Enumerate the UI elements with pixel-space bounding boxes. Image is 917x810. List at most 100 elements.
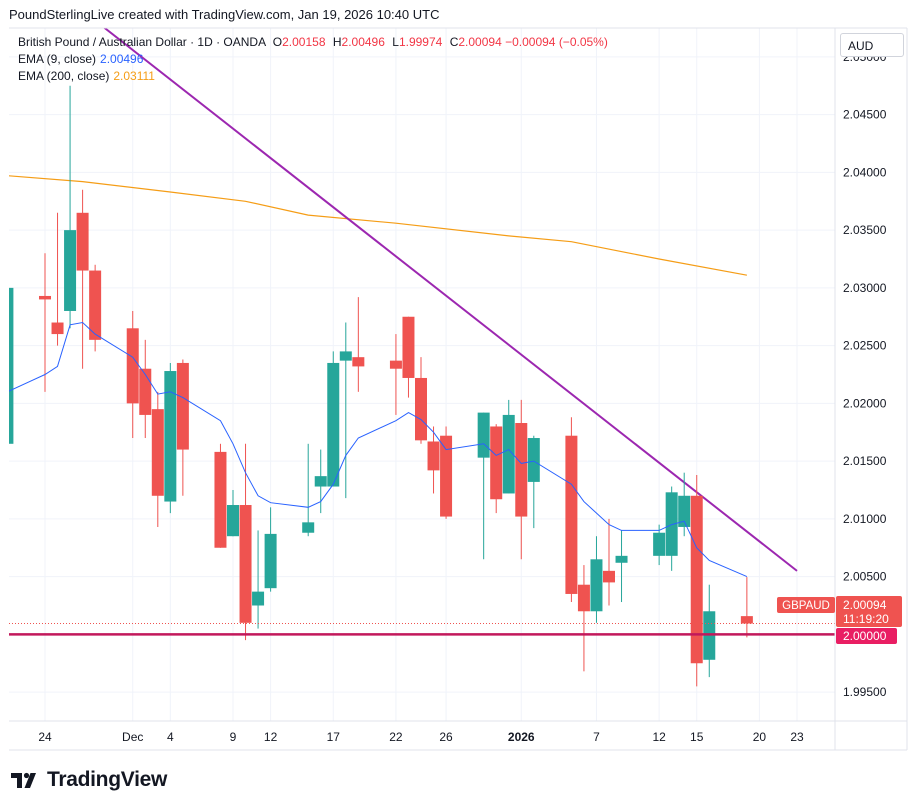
- x-tick-label: Dec: [122, 730, 143, 744]
- ema200-label: EMA (200, close): [18, 69, 110, 83]
- candle-down: [402, 316, 415, 398]
- candle-body: [339, 351, 352, 361]
- x-tick-label: 23: [790, 730, 804, 744]
- candle-up: [64, 85, 77, 329]
- candle-up: [264, 507, 277, 592]
- countdown-label: 11:19:20: [843, 612, 889, 626]
- candle-body: [227, 505, 239, 537]
- candle-down: [515, 399, 528, 560]
- candle-down: [239, 443, 252, 641]
- candle-body: [89, 270, 102, 340]
- symbol-tag: [777, 597, 835, 613]
- y-tick-label: 2.04500: [843, 108, 887, 122]
- trendline-path: [103, 28, 798, 572]
- ema9-label: EMA (9, close): [18, 52, 97, 66]
- candle-down: [151, 391, 164, 527]
- low-label: L: [392, 35, 399, 49]
- candle-down: [415, 357, 427, 444]
- open-value: 2.00158: [282, 35, 326, 49]
- legend: British Pound / Australian Dollar · 1D ·…: [18, 34, 608, 85]
- candle-body: [9, 287, 14, 444]
- legend-ema9-row[interactable]: EMA (9, close) 2.00496: [18, 51, 608, 68]
- ema200-value: 2.03111: [113, 69, 155, 83]
- candle-body: [515, 423, 528, 517]
- x-tick-label: 17: [327, 730, 341, 744]
- candle-down: [39, 253, 51, 392]
- candle-body: [164, 371, 177, 502]
- candle-down: [565, 417, 578, 603]
- ema9-path: [9, 321, 748, 578]
- candle-up: [339, 322, 352, 499]
- candle-down: [490, 424, 503, 514]
- axes: [9, 27, 908, 751]
- candle-up: [590, 536, 603, 623]
- candle-up: [164, 362, 177, 514]
- candle-down: [76, 189, 89, 369]
- candle-body: [678, 495, 691, 527]
- x-axis-labels[interactable]: 24 Dec 4 9 12 17 22 26 2026 7 12 15 20 23: [38, 730, 804, 744]
- candle-body: [477, 412, 490, 458]
- candle-body: [440, 435, 453, 517]
- candle-body: [590, 559, 603, 612]
- candle-body: [151, 409, 164, 496]
- symbol-description[interactable]: British Pound / Australian Dollar · 1D ·…: [18, 35, 266, 49]
- candle-up: [477, 412, 490, 560]
- candle-down: [427, 426, 440, 494]
- candle-up: [703, 584, 716, 678]
- x-tick-label: 7: [593, 730, 600, 744]
- x-tick-label: 15: [690, 730, 704, 744]
- candle-body: [527, 438, 540, 482]
- candle-body: [239, 505, 252, 623]
- currency-button[interactable]: AUD: [840, 33, 904, 57]
- candle-down: [389, 334, 402, 415]
- candle-up: [314, 449, 327, 514]
- candle-body: [603, 570, 615, 583]
- candle-down: [440, 426, 453, 519]
- y-tick-label: 2.02000: [843, 396, 887, 410]
- candle-down: [89, 264, 102, 352]
- created-by-line: PoundSterlingLive created with TradingVi…: [9, 7, 440, 22]
- candle-down: [352, 297, 365, 392]
- candle-up: [527, 435, 540, 529]
- candle-up: [9, 287, 14, 444]
- candle-body: [653, 532, 666, 556]
- close-label: C: [449, 35, 459, 49]
- x-tick-label: 22: [389, 730, 403, 744]
- y-axis-labels[interactable]: 2.050002.045002.040002.035002.030002.025…: [843, 50, 887, 699]
- y-tick-label: 2.00500: [843, 570, 887, 584]
- trendline[interactable]: [83, 11, 798, 572]
- candle-body: [740, 616, 753, 624]
- candle-body: [565, 435, 578, 594]
- candle-up: [327, 351, 340, 487]
- candle-down: [176, 359, 189, 496]
- candle-body: [415, 377, 427, 441]
- x-tick-label: 12: [264, 730, 278, 744]
- candle-up: [653, 524, 666, 566]
- tradingview-logo[interactable]: TradingView: [11, 768, 167, 792]
- candle-body: [577, 584, 590, 612]
- candle-up: [665, 486, 678, 571]
- last-price-tag: [836, 596, 902, 627]
- support-tag: [836, 628, 897, 644]
- x-tick-label: 9: [230, 730, 237, 744]
- candle-body: [252, 591, 265, 606]
- legend-ema200-row[interactable]: EMA (200, close) 2.03111: [18, 68, 608, 85]
- candle-body: [665, 492, 678, 556]
- support-tag-label: 2.00000: [843, 629, 887, 643]
- candle-body: [214, 451, 227, 548]
- candle-down: [577, 565, 590, 672]
- last-price-label: 2.00094: [843, 598, 887, 612]
- candle-down: [51, 212, 64, 346]
- symbol-tag-label: GBPAUD: [782, 600, 830, 612]
- candle-body: [126, 328, 139, 404]
- close-value: 2.00094: [458, 35, 502, 49]
- ema200-path: [9, 175, 748, 276]
- candle-up: [302, 443, 315, 537]
- y-tick-label: 2.03000: [843, 281, 887, 295]
- change-value: −0.00094 (−0.05%): [505, 35, 608, 49]
- candle-down: [690, 474, 703, 687]
- candle-body: [264, 533, 277, 589]
- candle-body: [615, 555, 628, 563]
- candle-body: [490, 426, 503, 500]
